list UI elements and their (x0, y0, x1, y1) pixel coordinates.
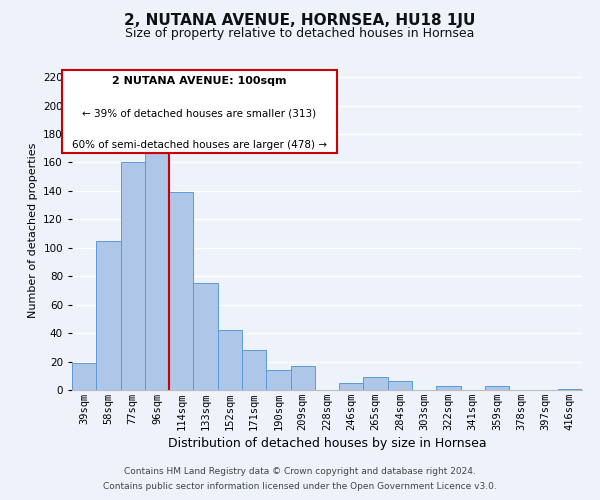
Bar (169, 192, 193, 390)
Bar (364, 377, 388, 390)
Bar (121, 162, 145, 390)
Y-axis label: Number of detached properties: Number of detached properties (28, 142, 38, 318)
FancyBboxPatch shape (62, 70, 337, 153)
Bar (96, 240, 121, 390)
Bar (339, 383, 364, 390)
Bar (266, 370, 290, 390)
Text: 60% of semi-detached houses are larger (478) →: 60% of semi-detached houses are larger (… (72, 140, 327, 150)
Bar (558, 388, 582, 390)
Text: Contains HM Land Registry data © Crown copyright and database right 2024.: Contains HM Land Registry data © Crown c… (124, 467, 476, 476)
Text: 2, NUTANA AVENUE, HORNSEA, HU18 1JU: 2, NUTANA AVENUE, HORNSEA, HU18 1JU (124, 12, 476, 28)
Text: Size of property relative to detached houses in Hornsea: Size of property relative to detached ho… (125, 28, 475, 40)
Bar (290, 366, 315, 390)
Bar (72, 363, 96, 390)
Bar (242, 350, 266, 390)
Bar (388, 382, 412, 390)
Bar (145, 141, 169, 390)
Bar (485, 386, 509, 390)
Bar (436, 386, 461, 390)
Bar (218, 330, 242, 390)
Text: Contains public sector information licensed under the Open Government Licence v3: Contains public sector information licen… (103, 482, 497, 491)
X-axis label: Distribution of detached houses by size in Hornsea: Distribution of detached houses by size … (167, 437, 487, 450)
Bar (193, 284, 218, 390)
Text: 2 NUTANA AVENUE: 100sqm: 2 NUTANA AVENUE: 100sqm (112, 76, 287, 86)
Text: ← 39% of detached houses are smaller (313): ← 39% of detached houses are smaller (31… (82, 108, 317, 118)
